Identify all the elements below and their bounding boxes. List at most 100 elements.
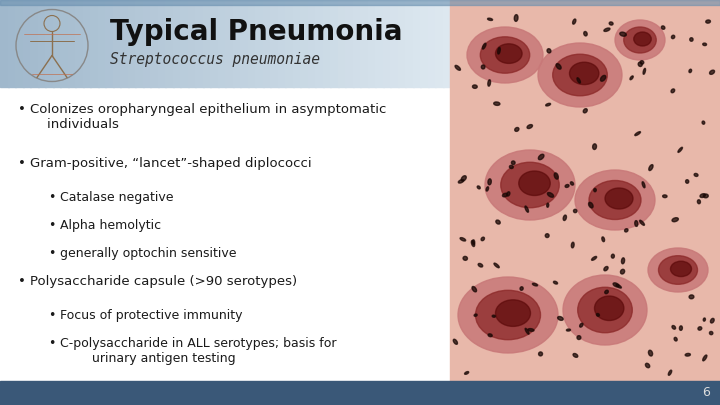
Text: •: •	[48, 247, 55, 260]
Ellipse shape	[545, 234, 549, 238]
Text: 6: 6	[702, 386, 710, 399]
Bar	[270, 0, 279, 87]
Bar	[30, 0, 38, 87]
Bar	[210, 0, 218, 87]
Ellipse shape	[481, 237, 485, 241]
Ellipse shape	[672, 326, 675, 329]
Bar	[83, 0, 91, 87]
Bar	[390, 0, 398, 87]
Bar	[345, 0, 354, 87]
Ellipse shape	[698, 200, 701, 204]
Ellipse shape	[588, 202, 593, 208]
Bar	[375, 0, 384, 87]
Ellipse shape	[478, 263, 482, 267]
Ellipse shape	[557, 316, 563, 320]
Ellipse shape	[638, 62, 642, 66]
Bar	[202, 0, 211, 87]
Ellipse shape	[494, 102, 500, 105]
Ellipse shape	[572, 242, 574, 248]
Text: •: •	[18, 275, 26, 288]
Ellipse shape	[532, 283, 538, 286]
Bar	[0, 0, 9, 87]
Bar	[143, 0, 151, 87]
Ellipse shape	[574, 209, 577, 213]
Ellipse shape	[662, 195, 667, 198]
Ellipse shape	[500, 162, 559, 208]
Bar	[195, 0, 204, 87]
Ellipse shape	[613, 283, 619, 287]
Bar	[285, 0, 294, 87]
Bar	[90, 0, 99, 87]
Ellipse shape	[672, 218, 678, 222]
Bar	[150, 0, 158, 87]
Ellipse shape	[577, 336, 581, 339]
Ellipse shape	[511, 161, 515, 164]
Ellipse shape	[672, 35, 675, 38]
Text: Colonizes oropharyngeal epithelium in asymptomatic
    individuals: Colonizes oropharyngeal epithelium in as…	[30, 103, 387, 131]
Bar	[367, 0, 376, 87]
Ellipse shape	[498, 47, 500, 54]
Ellipse shape	[706, 20, 711, 23]
Ellipse shape	[546, 103, 551, 106]
Ellipse shape	[570, 182, 574, 185]
Bar	[120, 0, 128, 87]
Ellipse shape	[640, 61, 644, 64]
Bar	[307, 0, 316, 87]
Ellipse shape	[624, 27, 656, 53]
Ellipse shape	[662, 26, 665, 29]
Bar	[300, 0, 308, 87]
Text: Increasing antibiotic resistance: Increasing antibiotic resistance	[30, 382, 238, 395]
Ellipse shape	[711, 318, 714, 323]
Ellipse shape	[528, 328, 534, 331]
Text: •: •	[48, 220, 55, 232]
Bar	[330, 0, 338, 87]
Ellipse shape	[604, 266, 608, 271]
Bar	[413, 0, 421, 87]
Ellipse shape	[472, 286, 477, 292]
Text: •: •	[18, 103, 26, 116]
Ellipse shape	[556, 64, 561, 69]
Ellipse shape	[460, 238, 466, 241]
Ellipse shape	[700, 194, 706, 198]
Bar	[158, 0, 166, 87]
Ellipse shape	[573, 354, 577, 357]
Ellipse shape	[678, 147, 683, 152]
Ellipse shape	[475, 290, 541, 340]
Ellipse shape	[630, 76, 633, 80]
Ellipse shape	[477, 186, 480, 189]
Bar	[187, 0, 196, 87]
Text: •: •	[18, 158, 26, 171]
Ellipse shape	[495, 300, 531, 326]
Ellipse shape	[648, 248, 708, 292]
Ellipse shape	[589, 181, 641, 220]
Ellipse shape	[462, 176, 467, 181]
Bar	[217, 0, 226, 87]
Ellipse shape	[488, 334, 492, 337]
Ellipse shape	[472, 240, 474, 245]
Ellipse shape	[596, 313, 600, 316]
Ellipse shape	[507, 192, 510, 196]
Ellipse shape	[649, 350, 652, 356]
Ellipse shape	[595, 296, 624, 320]
Ellipse shape	[494, 263, 499, 268]
Ellipse shape	[515, 128, 519, 131]
Ellipse shape	[685, 180, 689, 183]
Bar	[22, 0, 31, 87]
Ellipse shape	[572, 19, 576, 24]
Ellipse shape	[694, 173, 698, 177]
Ellipse shape	[592, 256, 597, 260]
Text: Alpha hemolytic: Alpha hemolytic	[60, 220, 161, 232]
Ellipse shape	[635, 132, 641, 136]
Ellipse shape	[698, 327, 702, 330]
Bar	[420, 0, 428, 87]
Bar	[225, 0, 233, 87]
Ellipse shape	[611, 254, 614, 258]
Text: •: •	[48, 309, 55, 322]
Bar	[277, 0, 286, 87]
Ellipse shape	[495, 44, 522, 64]
Ellipse shape	[482, 43, 486, 49]
Ellipse shape	[709, 331, 713, 335]
Ellipse shape	[621, 258, 625, 264]
Ellipse shape	[487, 18, 492, 21]
Ellipse shape	[577, 78, 580, 83]
